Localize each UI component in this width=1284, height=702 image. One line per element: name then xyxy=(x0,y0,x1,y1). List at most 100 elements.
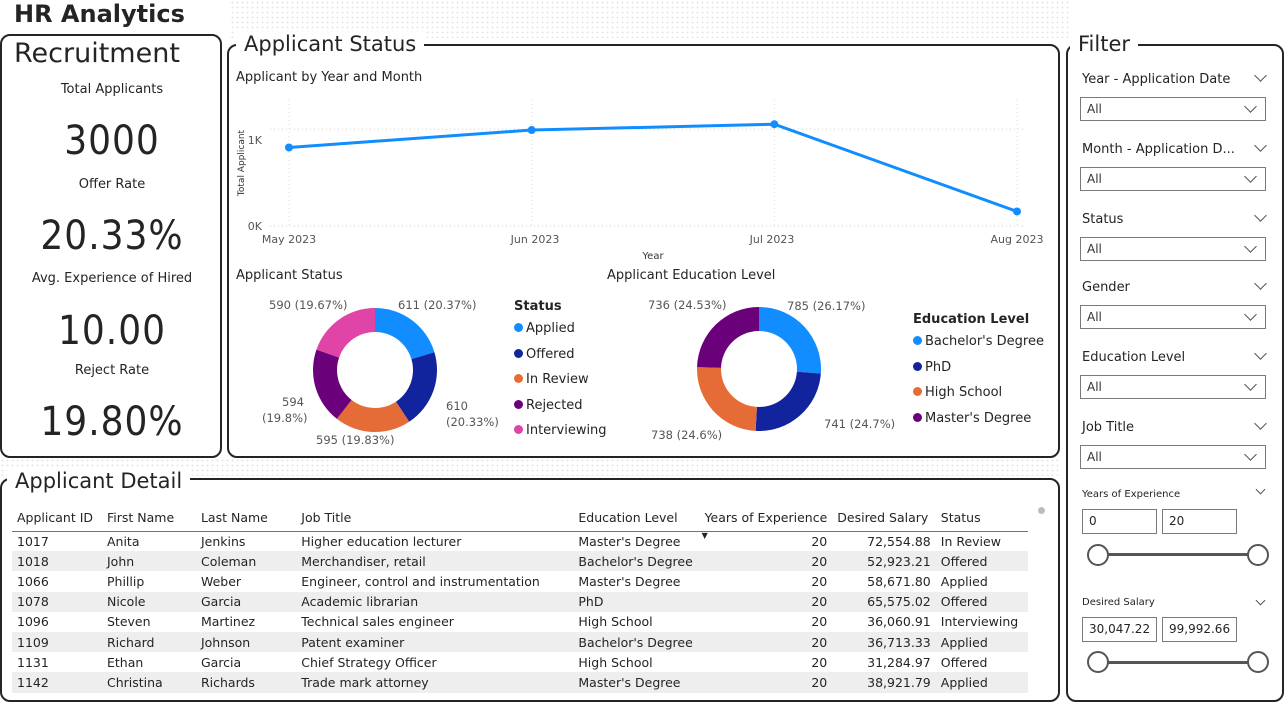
legend-label: PhD xyxy=(925,359,952,375)
table-row[interactable]: 1096 Steven Martinez Technical sales engine… xyxy=(12,611,1028,632)
status-slice-label-applied: 611 (20.37%) xyxy=(398,298,477,312)
table-row[interactable]: 1018 John Coleman Merchandiser, retail Bache… xyxy=(12,551,1028,572)
line-chart-point-may-2023[interactable] xyxy=(285,143,293,152)
table-row[interactable]: 1142 Christina Richards Trade mark attorney… xyxy=(12,672,1028,693)
table-cell-status: Applied xyxy=(940,634,988,650)
table-cell-education-level: Master's Degree xyxy=(578,674,681,690)
filter-label-status: Status xyxy=(1082,212,1124,227)
table-cell-education-level: High School xyxy=(578,654,653,670)
kpi-value-reject-rate: 19.80% xyxy=(40,399,184,445)
applicant-status-title: Applicant Status xyxy=(236,32,425,56)
table-cell-first-name: John xyxy=(106,553,135,569)
table-cell-education-level: Master's Degree xyxy=(578,573,681,589)
filter-dropdown-value: All xyxy=(1087,172,1102,186)
legend-label: Master's Degree xyxy=(925,410,1032,426)
status-legend-item-offered[interactable]: Offered xyxy=(514,347,575,362)
years-experience-max-input[interactable]: 20 xyxy=(1162,509,1237,534)
table-row[interactable]: 1017 Anita Jenkins Higher education lecture… xyxy=(12,531,1028,552)
filter-dropdown-status[interactable]: All xyxy=(1080,237,1266,261)
status-legend-item-rejected[interactable]: Rejected xyxy=(514,398,583,413)
filter-dropdown-month-application-d[interactable]: All xyxy=(1080,167,1266,191)
table-cell-job-title: Technical sales engineer xyxy=(301,614,454,630)
kpi-label-total-applicants: Total Applicants xyxy=(60,82,164,97)
chevron-down-icon xyxy=(1244,170,1257,183)
table-cell-years-of-experience: 20 xyxy=(811,573,828,589)
filter-dropdown-gender[interactable]: All xyxy=(1080,305,1266,329)
table-cell-education-level: High School xyxy=(578,614,653,630)
table-row[interactable]: 1109 Richard Johnson Patent examiner Bachelo… xyxy=(12,631,1028,653)
education-donut-title: Applicant Education Level xyxy=(607,268,776,283)
table-cell-status: Offered xyxy=(940,594,988,610)
filter-panel xyxy=(1066,44,1284,702)
table-cell-first-name: Anita xyxy=(106,533,140,549)
table-cell-applicant-id: 1017 xyxy=(17,533,49,549)
table-cell-first-name: Phillip xyxy=(106,573,145,589)
table-cell-education-level: PhD xyxy=(578,594,604,610)
line-chart-point-jun-2023[interactable] xyxy=(527,126,536,135)
sort-descending-icon[interactable]: ▼ xyxy=(701,530,708,540)
line-chart-series xyxy=(288,122,1018,213)
chevron-down-icon xyxy=(1244,308,1257,321)
legend-dot-icon xyxy=(913,361,922,371)
legend-label: Applied xyxy=(526,321,575,336)
legend-label: In Review xyxy=(526,372,589,387)
desired-salary-slider-track[interactable] xyxy=(1098,661,1258,664)
line-chart: 1K 0K May 2023 Jun 2023 Jul 2023 Aug 202… xyxy=(237,100,1043,262)
column-header-status[interactable]: Status xyxy=(940,510,981,526)
table-row[interactable]: 1066 Phillip Weber Engineer, control and in… xyxy=(12,571,1028,592)
column-header-desired-salary[interactable]: Desired Salary xyxy=(837,510,929,526)
years-experience-slider-max-handle[interactable] xyxy=(1247,544,1269,566)
legend-label: Offered xyxy=(526,346,575,362)
desired-salary-slider-min-handle[interactable] xyxy=(1087,651,1109,673)
table-cell-applicant-id: 1131 xyxy=(17,654,49,670)
years-experience-min-input[interactable]: 0 xyxy=(1082,509,1157,534)
line-chart-point-jul-2023[interactable] xyxy=(770,120,779,129)
table-cell-status: Applied xyxy=(940,674,988,690)
column-header-last-name[interactable]: Last Name xyxy=(200,510,268,526)
chevron-down-icon xyxy=(1244,378,1257,391)
years-experience-slider-min-handle[interactable] xyxy=(1087,544,1109,566)
kpi-value-offer-rate: 20.33% xyxy=(40,213,184,259)
column-header-years-of-experience[interactable]: Years of Experience ▼ xyxy=(701,510,828,540)
table-cell-status: Applied xyxy=(940,573,988,589)
education-legend-item-bachelor-s-degree[interactable]: Bachelor's Degree xyxy=(913,334,1044,349)
status-legend-item-interviewing[interactable]: Interviewing xyxy=(514,423,607,438)
filter-dropdown-year-application-date[interactable]: All xyxy=(1080,97,1266,121)
table-cell-job-title: Merchandiser, retail xyxy=(301,553,426,569)
column-header-education-level[interactable]: Education Level xyxy=(578,510,678,526)
years-experience-slider-track[interactable] xyxy=(1098,553,1258,556)
table-cell-first-name: Nicole xyxy=(106,594,146,610)
status-donut xyxy=(313,308,437,432)
legend-dot-icon xyxy=(913,387,922,396)
filter-title: Filter xyxy=(1070,32,1139,56)
status-slice-label-rejected-pct: (19.8%) xyxy=(262,411,308,425)
status-legend-item-applied[interactable]: Applied xyxy=(514,321,575,336)
column-header-first-name[interactable]: First Name xyxy=(106,510,175,526)
filter-dropdown-job-title[interactable]: All xyxy=(1080,445,1266,469)
column-header-job-title[interactable]: Job Title xyxy=(301,510,352,526)
desired-salary-slider-max-handle[interactable] xyxy=(1247,651,1269,673)
table-cell-job-title: Patent examiner xyxy=(301,634,405,650)
table-scrollbar-thumb[interactable] xyxy=(1038,507,1045,514)
table-row[interactable]: 1078 Nicole Garcia Academic librarian PhD 20 6… xyxy=(12,591,1028,612)
table-cell-job-title: Engineer, control and instrumentation xyxy=(301,573,540,589)
education-legend-item-phd[interactable]: PhD xyxy=(913,360,951,375)
table-cell-desired-salary: 31,284.97 xyxy=(867,654,931,670)
table-row[interactable]: 1131 Ethan Garcia Chief Strategy Officer Hig… xyxy=(12,652,1028,673)
table-cell-last-name: Johnson xyxy=(200,634,251,650)
desired-salary-max-input[interactable]: 99,992.66 xyxy=(1162,617,1237,642)
table-cell-applicant-id: 1096 xyxy=(17,614,49,630)
education-legend-item-master-s-degree[interactable]: Master's Degree xyxy=(913,411,1031,426)
chevron-down-icon xyxy=(1244,448,1257,461)
line-chart-point-aug-2023[interactable] xyxy=(1013,207,1021,216)
desired-salary-min-input[interactable]: 30,047.22 xyxy=(1082,617,1157,642)
table-cell-status: Interviewing xyxy=(940,614,1019,630)
status-legend-title: Status xyxy=(514,299,562,314)
status-legend-item-in-review[interactable]: In Review xyxy=(514,372,589,387)
column-header-applicant-id[interactable]: Applicant ID xyxy=(17,510,94,526)
table-cell-job-title: Academic librarian xyxy=(301,594,419,610)
filter-dropdown-education-level[interactable]: All xyxy=(1080,375,1266,399)
table-cell-last-name: Jenkins xyxy=(200,533,246,549)
y-tick-0k: 0K xyxy=(248,220,263,233)
education-legend-item-high-school[interactable]: High School xyxy=(913,385,1002,400)
